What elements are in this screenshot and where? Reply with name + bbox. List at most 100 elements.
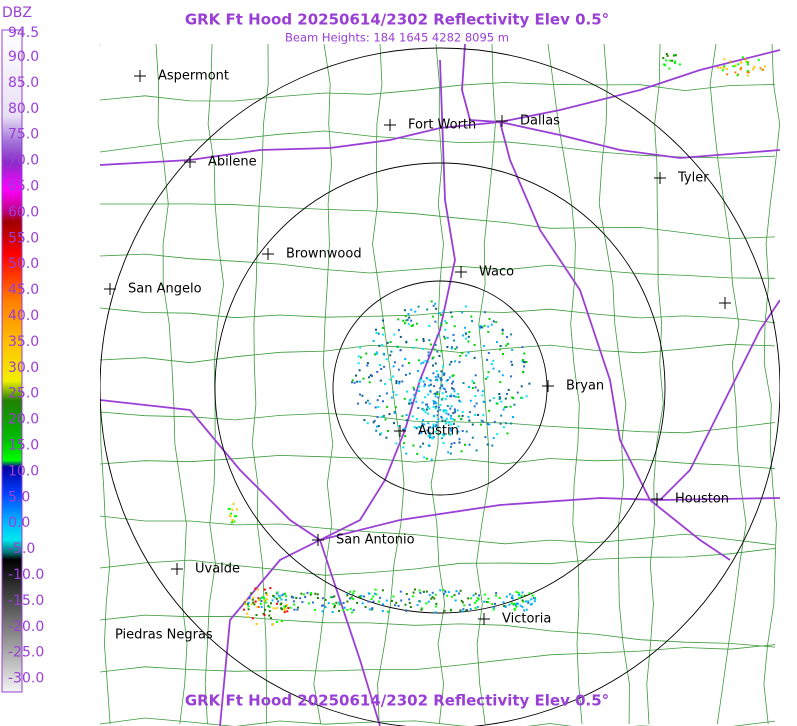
highway [100, 399, 780, 541]
echo [390, 350, 393, 353]
echo [460, 599, 463, 602]
echo [280, 602, 283, 605]
echo [321, 597, 324, 600]
echo [435, 379, 438, 381]
county-line [100, 548, 776, 576]
county-line [475, 44, 496, 725]
echo [455, 346, 458, 349]
echo [436, 350, 439, 353]
echo [346, 608, 349, 611]
echo [445, 390, 447, 393]
echo [384, 418, 387, 421]
echo [329, 596, 332, 599]
echo [443, 373, 445, 376]
echo [394, 604, 397, 607]
echo [272, 623, 274, 626]
echo [405, 419, 408, 422]
echo [428, 432, 431, 435]
echo [437, 396, 440, 399]
echo [465, 609, 468, 612]
echo [382, 400, 384, 403]
county-line [100, 82, 776, 102]
echo [519, 604, 522, 607]
echo [378, 344, 381, 347]
echo [251, 617, 254, 620]
echo [433, 385, 436, 388]
echo [723, 58, 726, 61]
echo [422, 347, 424, 350]
county-line [100, 44, 111, 725]
echo [360, 594, 363, 597]
echo [522, 370, 525, 373]
echo [427, 412, 430, 415]
county-line [100, 614, 776, 648]
echo [260, 600, 263, 602]
echo [663, 63, 665, 66]
echo [452, 412, 455, 415]
echo [359, 356, 362, 359]
city-marker [384, 119, 396, 131]
echo [401, 415, 404, 418]
echo [434, 343, 437, 346]
echo [481, 326, 484, 329]
echo [447, 421, 450, 424]
echo [441, 419, 444, 422]
echo [525, 360, 528, 363]
echo [228, 508, 231, 510]
echo [272, 607, 275, 610]
color-scale [1, 29, 23, 693]
echo [419, 378, 422, 381]
echo [534, 597, 537, 600]
city-label: San Antonio [336, 533, 415, 548]
echo [721, 69, 724, 72]
echo [493, 606, 495, 609]
echo [404, 435, 407, 438]
echo [385, 358, 388, 361]
echo [251, 598, 254, 601]
echo [397, 329, 400, 332]
echo [471, 387, 474, 389]
echo [390, 396, 393, 399]
echo [254, 600, 257, 603]
echo [349, 590, 352, 593]
county-line [100, 130, 776, 159]
echo [504, 606, 507, 608]
echo [273, 596, 276, 599]
echo [375, 331, 378, 334]
echo [357, 362, 360, 365]
legend-label: 30.0 [8, 360, 39, 376]
echo [428, 339, 431, 342]
echo [418, 589, 421, 592]
echo [444, 409, 446, 412]
county-line [100, 343, 776, 364]
echo [439, 379, 442, 382]
echo [427, 351, 430, 354]
legend-label: 65.0 [8, 179, 39, 195]
city-marker [719, 297, 731, 309]
echo [335, 601, 338, 604]
echo [528, 592, 531, 595]
echo [734, 71, 737, 74]
echo [395, 601, 398, 604]
echo [364, 606, 367, 609]
echo [434, 407, 437, 410]
echo [429, 383, 432, 386]
echo [473, 344, 476, 346]
echo [484, 311, 487, 314]
echo [338, 601, 341, 604]
echo [379, 433, 382, 436]
echo [457, 396, 460, 398]
echo [284, 604, 287, 607]
echo [427, 431, 430, 434]
echo [380, 368, 383, 370]
county-line [100, 307, 776, 324]
echo [254, 587, 257, 590]
echo [283, 609, 286, 612]
echo [491, 603, 494, 605]
echo [379, 596, 382, 599]
echo [442, 365, 444, 368]
county-line [430, 44, 446, 725]
echo [422, 340, 425, 343]
echo [485, 601, 488, 603]
echo [368, 381, 371, 384]
